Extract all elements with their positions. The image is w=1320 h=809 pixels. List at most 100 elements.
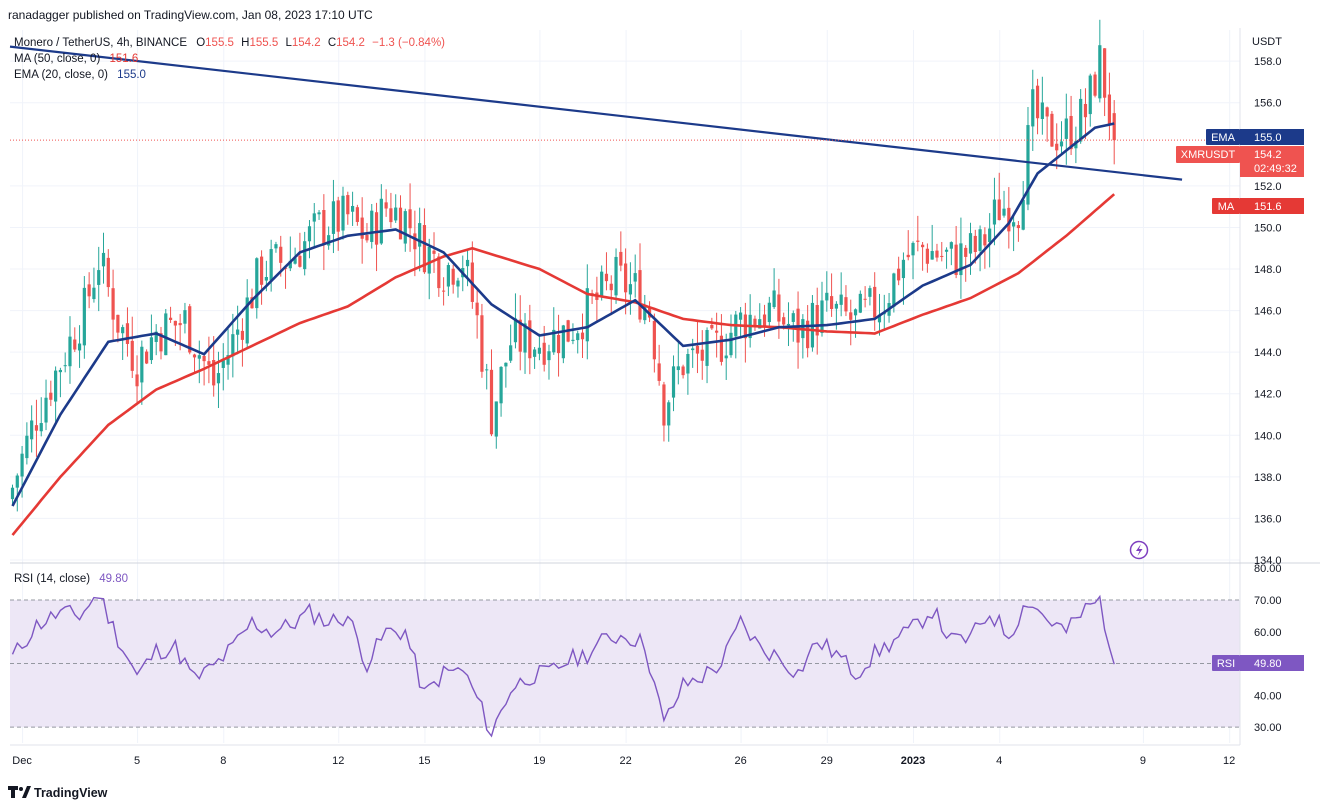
candle [863, 286, 867, 308]
candle [873, 272, 877, 331]
candle [537, 333, 541, 361]
candle [1059, 121, 1064, 154]
candle [183, 302, 187, 334]
candle [303, 231, 307, 276]
price-tick-label: 136.0 [1254, 513, 1282, 525]
candle [954, 225, 958, 279]
price-tick-label: 140.0 [1254, 430, 1282, 442]
candle [777, 278, 781, 339]
legend-low-value: 154.2 [292, 37, 321, 49]
candle [533, 347, 537, 369]
candle [748, 294, 752, 348]
candle [897, 256, 901, 286]
tradingview-logo-icon [8, 786, 18, 798]
candle [149, 314, 154, 364]
candle [168, 306, 173, 323]
rsi-pane [10, 599, 1240, 728]
candle [226, 328, 230, 380]
time-tick-label: 8 [220, 755, 226, 767]
candle [63, 352, 67, 373]
candle [556, 314, 561, 377]
rsi-badge-label: RSI [1217, 658, 1235, 670]
candle [552, 307, 556, 355]
candle [408, 183, 412, 252]
candle [87, 272, 91, 309]
candle [92, 267, 96, 303]
candle [116, 314, 120, 343]
price-badge-countdown: 02:49:32 [1254, 163, 1297, 175]
candle [394, 194, 398, 223]
candle [384, 189, 388, 217]
candle [810, 295, 815, 352]
price-tick-label: 144.0 [1254, 347, 1282, 359]
candle [288, 236, 292, 272]
published-line: ranadagger published on TradingView.com,… [8, 8, 373, 22]
price-axis[interactable]: 158.0 156.0 152.0 150.0 148.0 146.0 144.0 142.0… [1254, 56, 1282, 567]
candle [350, 191, 355, 226]
time-axis[interactable]: Dec 5 8 12 15 19 22 26 29 2023 4 9 12 [12, 755, 1235, 767]
trendline[interactable] [9, 45, 1183, 181]
candle [34, 399, 39, 457]
price-badge-symbol: XMRUSDT [1181, 149, 1236, 161]
candle [940, 241, 944, 262]
legend-ema-label: EMA (20, close, 0) [14, 69, 108, 81]
rsi-tick-label: 80.00 [1254, 563, 1282, 575]
candle [844, 285, 848, 317]
candle [307, 220, 312, 259]
candle [916, 215, 920, 252]
candle [1002, 190, 1006, 218]
rsi-tick-label: 40.00 [1254, 690, 1282, 702]
candle [413, 210, 417, 277]
candle [523, 313, 527, 374]
price-badge-value: 154.2 [1254, 149, 1282, 161]
candle [437, 253, 441, 297]
candle [609, 275, 613, 316]
legend-low-label: L [285, 37, 292, 49]
candle [1031, 69, 1035, 151]
time-tick-label: Dec [12, 755, 32, 767]
candle [207, 336, 211, 384]
candle [978, 225, 982, 272]
candle [839, 272, 843, 317]
candle [715, 312, 719, 358]
candle [255, 257, 259, 319]
time-tick-label: 22 [619, 755, 631, 767]
candle [327, 226, 331, 250]
candle [379, 184, 383, 245]
candle [964, 245, 968, 282]
candle [1012, 215, 1016, 252]
candle [322, 194, 326, 271]
candle [518, 295, 522, 371]
rsi-tick-label: 60.00 [1254, 627, 1282, 639]
candle [164, 308, 168, 356]
candle [432, 232, 436, 273]
legend-open-value: 155.5 [205, 37, 234, 49]
time-tick-label: 15 [418, 755, 430, 767]
candle [1098, 19, 1102, 103]
price-tick-label: 134.0 [1254, 555, 1282, 567]
tradingview-logo[interactable]: TradingView [8, 786, 108, 800]
candle [1026, 107, 1030, 211]
price-tick-label: 146.0 [1254, 306, 1282, 318]
price-axis-unit: USDT [1252, 36, 1282, 48]
lightning-icon[interactable] [1129, 540, 1149, 560]
ema-badge-label: EMA [1211, 132, 1236, 144]
candle [259, 250, 264, 305]
candle [231, 313, 235, 378]
time-tick-label: 26 [734, 755, 746, 767]
candle [600, 265, 604, 301]
candle [39, 397, 43, 437]
candle [374, 202, 379, 272]
candle [571, 323, 575, 345]
candle [154, 324, 158, 356]
candle [638, 243, 642, 323]
candle [949, 241, 953, 266]
candle [140, 340, 144, 405]
candle [1103, 48, 1107, 117]
candle [806, 305, 810, 358]
svg-text:Monero / TetherUS, 4h, BINANCE: Monero / TetherUS, 4h, BINANCE O155.5 H1… [14, 37, 445, 49]
candle [442, 277, 446, 306]
price-tick-label: 150.0 [1254, 222, 1282, 234]
